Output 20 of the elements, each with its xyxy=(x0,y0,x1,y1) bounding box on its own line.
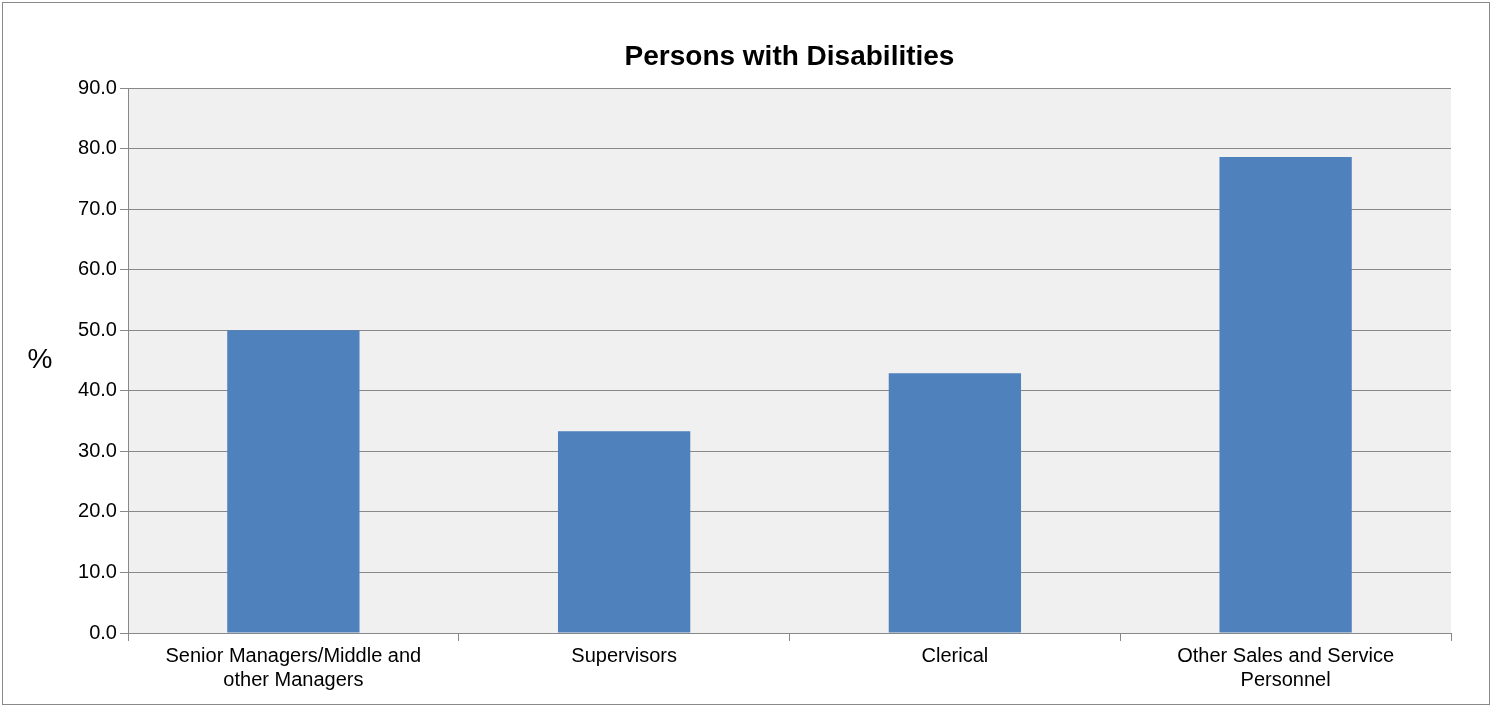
y-tick-label: 90.0 xyxy=(78,75,117,98)
x-tick-label: Other Sales and Service Personnel xyxy=(1177,643,1395,690)
chart-title: Persons with Disabilities xyxy=(624,39,955,71)
y-tick-label: 20.0 xyxy=(78,499,117,522)
y-axis-title: % xyxy=(27,343,53,375)
y-tick-label: 10.0 xyxy=(78,559,117,582)
y-tick-label: 50.0 xyxy=(78,317,117,340)
x-tick-label: Supervisors xyxy=(571,643,677,666)
bar xyxy=(1219,157,1352,633)
y-tick-label: 30.0 xyxy=(78,438,117,461)
bar xyxy=(557,431,691,633)
bar xyxy=(227,330,360,633)
y-tick-label: 40.0 xyxy=(78,378,117,401)
bar xyxy=(888,373,1022,633)
y-tick-label: 70.0 xyxy=(78,196,117,219)
x-tick-label: Clerical xyxy=(921,643,989,666)
x-tick-label: Senior Managers/Middle and other Managers xyxy=(165,643,422,690)
y-tick-label: 80.0 xyxy=(78,136,117,159)
y-tick-label: 0.0 xyxy=(89,620,117,643)
y-tick-label: 60.0 xyxy=(78,257,117,280)
